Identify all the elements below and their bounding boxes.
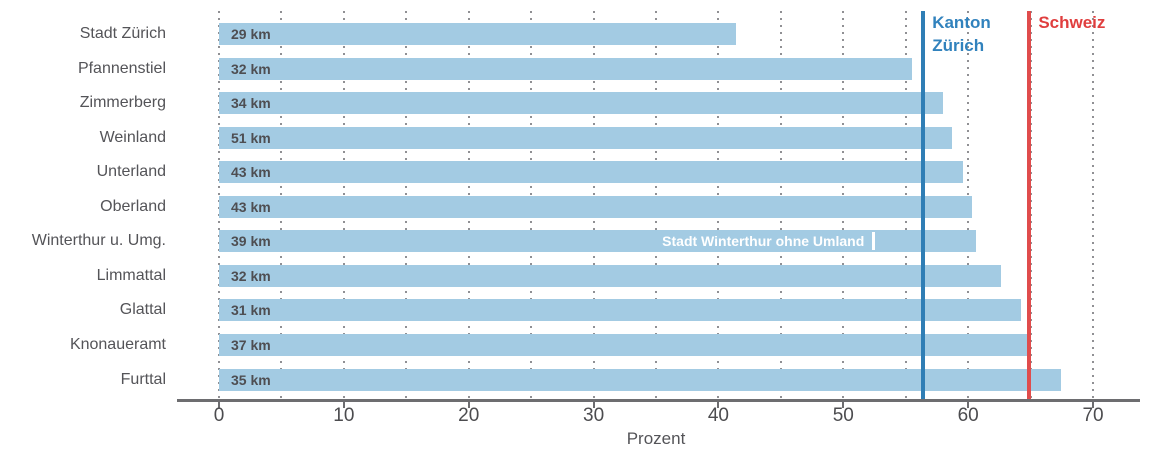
x-tick bbox=[1092, 402, 1095, 408]
x-tick bbox=[467, 402, 470, 408]
bar-value-label: 34 km bbox=[231, 95, 271, 112]
bar-value-label: 31 km bbox=[231, 302, 271, 319]
bar: 32 km bbox=[219, 264, 1001, 287]
reference-label-kanton-zuerich: Kanton Zürich bbox=[932, 13, 991, 55]
bar-value-label: 43 km bbox=[231, 198, 271, 215]
category-label: Furttal bbox=[120, 370, 166, 388]
x-tick bbox=[967, 402, 970, 408]
category-label: Weinland bbox=[99, 128, 166, 146]
x-tick-label: 20 bbox=[458, 405, 480, 426]
x-tick-label: 70 bbox=[1082, 405, 1104, 426]
gridline bbox=[1092, 11, 1095, 400]
category-label: Zimmerberg bbox=[79, 94, 166, 112]
bar: 32 km bbox=[219, 57, 912, 80]
x-tick bbox=[342, 402, 345, 408]
annotation-marker bbox=[872, 232, 876, 251]
bar: 43 km bbox=[219, 161, 964, 184]
bar-value-label: 32 km bbox=[231, 60, 271, 77]
bar: 51 km bbox=[219, 126, 952, 149]
category-label: Limmattal bbox=[96, 266, 166, 284]
bar: 43 km bbox=[219, 195, 972, 218]
category-label: Oberland bbox=[100, 197, 166, 215]
category-label: Knonaueramt bbox=[69, 335, 166, 353]
x-axis-title: Prozent bbox=[626, 429, 686, 448]
bar-value-label: 43 km bbox=[231, 164, 271, 181]
x-tick-label: 0 bbox=[213, 405, 225, 426]
x-tick bbox=[592, 402, 595, 408]
bar-value-label: 51 km bbox=[231, 129, 271, 146]
category-label: Unterland bbox=[96, 163, 166, 181]
x-axis-line bbox=[177, 399, 1140, 402]
bar: 31 km bbox=[219, 299, 1021, 322]
x-tick-label: 50 bbox=[832, 405, 854, 426]
bar-value-label: 32 km bbox=[231, 267, 271, 284]
annotation-label: Stadt Winterthur ohne Umland bbox=[662, 233, 865, 250]
bar: 29 km bbox=[219, 23, 736, 45]
reference-line-schweiz bbox=[1027, 11, 1032, 400]
bar-value-label: 29 km bbox=[231, 26, 271, 42]
x-tick bbox=[218, 402, 220, 408]
x-tick-label: 10 bbox=[333, 405, 355, 426]
category-label: Winterthur u. Umg. bbox=[31, 232, 166, 250]
bar: 39 km bbox=[219, 230, 976, 253]
x-tick-label: 40 bbox=[707, 405, 730, 426]
category-label: Pfannenstiel bbox=[77, 59, 166, 77]
reference-label-schweiz: Schweiz bbox=[1038, 13, 1106, 32]
bar-value-label: 37 km bbox=[231, 336, 271, 353]
reference-line-kanton-zuerich bbox=[921, 11, 926, 400]
bar: 37 km bbox=[219, 333, 1027, 356]
x-tick bbox=[842, 402, 845, 408]
category-label: Stadt Zürich bbox=[79, 25, 166, 42]
bar: 34 km bbox=[219, 92, 944, 115]
x-tick-label: 30 bbox=[583, 405, 605, 426]
bar-value-label: 39 km bbox=[231, 233, 271, 250]
x-tick bbox=[717, 402, 720, 408]
x-tick-label: 60 bbox=[957, 405, 979, 426]
bar: 35 km bbox=[219, 368, 1061, 391]
category-label: Glattal bbox=[119, 301, 166, 319]
bar-value-label: 35 km bbox=[231, 371, 271, 388]
